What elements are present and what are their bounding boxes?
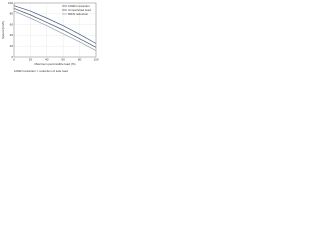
x-tick-label: 0 bbox=[13, 57, 15, 61]
legend-label: 100kN reduction bbox=[68, 4, 90, 8]
caption: 100kN reduction = reduction of axle load bbox=[14, 69, 68, 73]
legend-label: 50kN reduction bbox=[68, 12, 89, 16]
chart: Speed (km/h) Maximum permissible load (%… bbox=[1, 1, 99, 73]
data-line bbox=[13, 8, 97, 48]
data-line bbox=[13, 5, 97, 44]
y-tick-label: 0 bbox=[11, 55, 13, 59]
y-axis-label: Speed (km/h) bbox=[1, 21, 5, 39]
x-tick-label: 40 bbox=[45, 57, 49, 61]
x-tick-label: 80 bbox=[78, 57, 82, 61]
y-tick-label: 20 bbox=[10, 44, 14, 48]
y-tick-label: 60 bbox=[10, 22, 14, 26]
y-tick-label: 80 bbox=[10, 12, 14, 16]
y-tick-label: 40 bbox=[10, 33, 14, 37]
x-tick-label: 100 bbox=[93, 57, 98, 61]
x-axis-label: Maximum permissible load (%) bbox=[34, 62, 75, 66]
y-tick-label: 100 bbox=[8, 1, 13, 5]
x-tick-label: 20 bbox=[29, 57, 33, 61]
legend-label: Unrestricted load bbox=[68, 8, 91, 12]
x-tick-label: 60 bbox=[62, 57, 66, 61]
data-line bbox=[13, 10, 97, 51]
plot-frame bbox=[13, 2, 97, 58]
